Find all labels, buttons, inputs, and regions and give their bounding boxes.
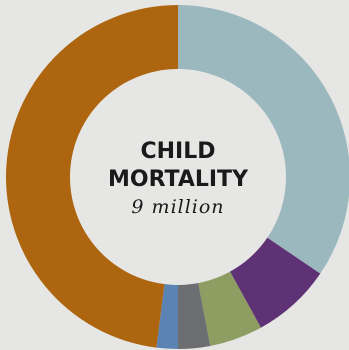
title-line-1: CHILD	[140, 139, 215, 164]
center-disc	[70, 69, 286, 285]
title-line-2: MORTALITY	[108, 167, 249, 192]
subtitle: 9 million	[131, 196, 224, 218]
